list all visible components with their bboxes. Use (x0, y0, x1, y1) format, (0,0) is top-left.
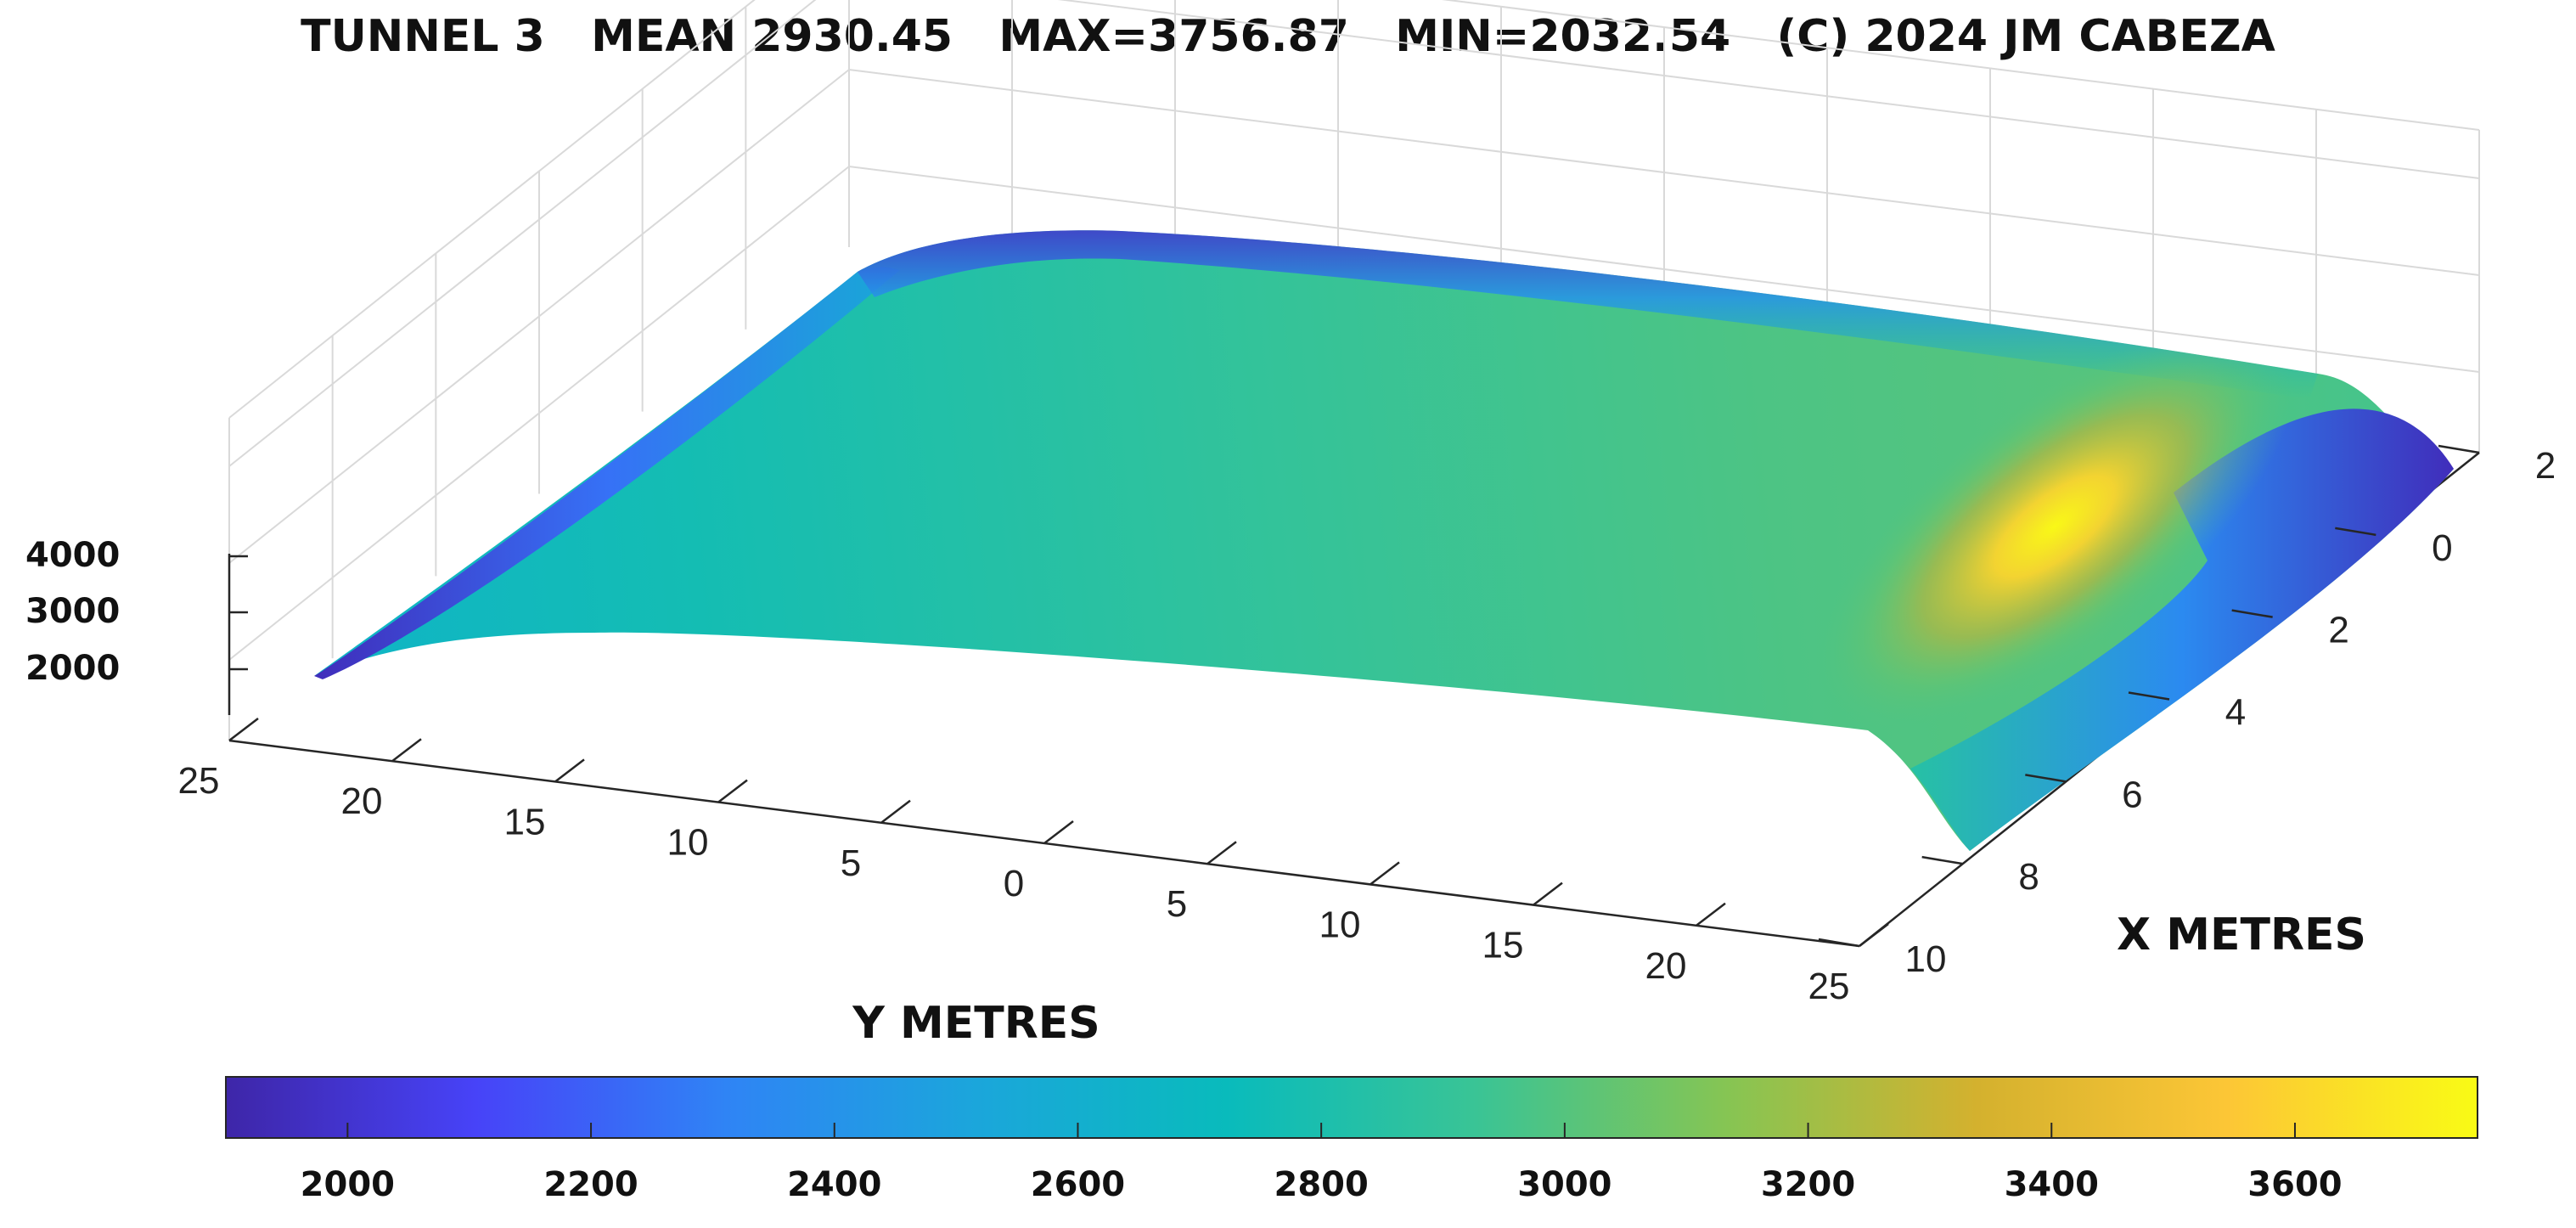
z-tick-label: 2000 (25, 649, 120, 688)
y-tick-mark (1859, 923, 1889, 947)
axes-grid (228, 0, 2480, 741)
y-tick-mark (880, 799, 911, 824)
colorbar-tick-label: 2200 (543, 1165, 638, 1204)
x-tick-mark (2231, 609, 2273, 618)
z-tick-label: 3000 (25, 592, 120, 631)
x-tick-mark (2128, 691, 2170, 701)
colorbar-tick-label: 3000 (1517, 1165, 1611, 1204)
y-tick-label: 10 (667, 822, 709, 864)
y-tick-label: 5 (841, 842, 861, 884)
y-axis-label: Y METRES (852, 998, 1100, 1049)
x-tick-mark (1818, 938, 1860, 948)
x-tick-label: 4 (2225, 692, 2246, 734)
x-tick-label: 2 (2535, 445, 2556, 487)
colorbar-tick-label: 3200 (1761, 1165, 1855, 1204)
y-tick-mark (554, 758, 585, 783)
surface (314, 230, 2454, 852)
y-tick-label: 10 (1319, 904, 1361, 945)
surface-peak (314, 230, 2454, 851)
y-tick-mark (228, 718, 259, 741)
colorbar-tick-label: 2600 (1031, 1165, 1125, 1204)
colorbar-bar (225, 1076, 2478, 1139)
y-axis-ticks: 25 20 15 10 5 0 5 10 15 20 25 (178, 718, 1889, 1007)
y-tick-label: 15 (504, 801, 546, 842)
z-axis-ticks: 2000 3000 4000 (25, 536, 248, 688)
x-tick-mark (2438, 444, 2480, 454)
y-tick-label: 0 (1004, 863, 1024, 904)
y-tick-mark (717, 779, 748, 803)
y-tick-mark (1533, 882, 1563, 906)
x-tick-label: 2 (2328, 610, 2348, 651)
y-tick-mark (1696, 902, 1726, 927)
y-tick-label: 20 (1645, 945, 1687, 987)
x-tick-label: 0 (2432, 527, 2452, 569)
y-tick-mark (1370, 861, 1400, 886)
x-tick-mark (2025, 774, 2067, 783)
colorbar-tick-label: 2400 (787, 1165, 881, 1204)
colorbar-tick-label: 2800 (1274, 1165, 1368, 1204)
y-tick-label: 15 (1482, 925, 1524, 966)
x-tick-label: 8 (2018, 856, 2039, 898)
y-tick-label: 25 (1808, 966, 1850, 1007)
y-tick-label: 20 (341, 780, 383, 822)
x-tick-label: 10 (1905, 938, 1947, 980)
x-axis-ticks: 2 0 2 4 6 8 10 (1818, 444, 2556, 980)
colorbar-tick-label: 3600 (2247, 1165, 2342, 1204)
x-tick-mark (1921, 855, 1963, 865)
z-tick-label: 4000 (25, 536, 120, 575)
x-tick-mark (2335, 527, 2376, 537)
y-tick-mark (1206, 841, 1237, 865)
y-tick-mark (1043, 820, 1074, 844)
chart-title: TUNNEL 3 MEAN 2930.45 MAX=3756.87 MIN=20… (301, 11, 2275, 62)
y-tick-mark (391, 738, 422, 763)
colorbar-tick-label: 2000 (301, 1165, 395, 1204)
y-tick-label: 25 (178, 760, 220, 802)
colorbar-tick-label: 3400 (2005, 1165, 2099, 1204)
colorbar: 2000 2200 2400 2600 2800 3000 3200 3400 3600 (225, 1076, 2478, 1204)
x-tick-label: 6 (2122, 774, 2142, 815)
x-axis-label: X METRES (2117, 910, 2366, 960)
y-tick-label: 5 (1167, 883, 1187, 925)
